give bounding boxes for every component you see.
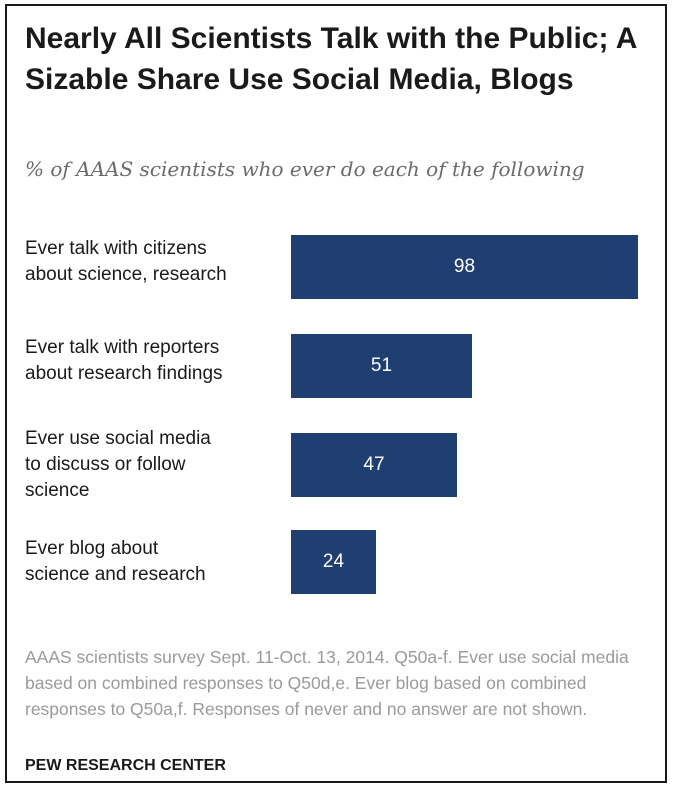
category-label: Ever blog about science and research [25,538,206,585]
bar: 98 [291,235,638,299]
bar: 51 [291,334,472,398]
category-label: Ever use social media to discuss or foll… [25,428,211,501]
bar: 47 [291,433,457,497]
bar-value-label: 24 [322,551,345,572]
chart-frame: Nearly All Scientists Talk with the Publ… [5,4,667,783]
chart-source: PEW RESEARCH CENTER [25,757,226,774]
category-label: Ever talk with citizens about science, r… [25,238,227,285]
category-label: Ever talk with reporters about research … [25,337,223,384]
bar-value-label: 51 [370,355,393,376]
chart-title: Nearly All Scientists Talk with the Publ… [25,22,637,96]
chart-subtitle: % of AAAS scientists who ever do each of… [25,157,585,181]
bar-value-label: 47 [363,454,385,475]
bar: 24 [291,530,376,594]
chart-note: AAAS scientists survey Sept. 11-Oct. 13,… [25,647,629,719]
bar-value-label: 98 [453,256,476,277]
